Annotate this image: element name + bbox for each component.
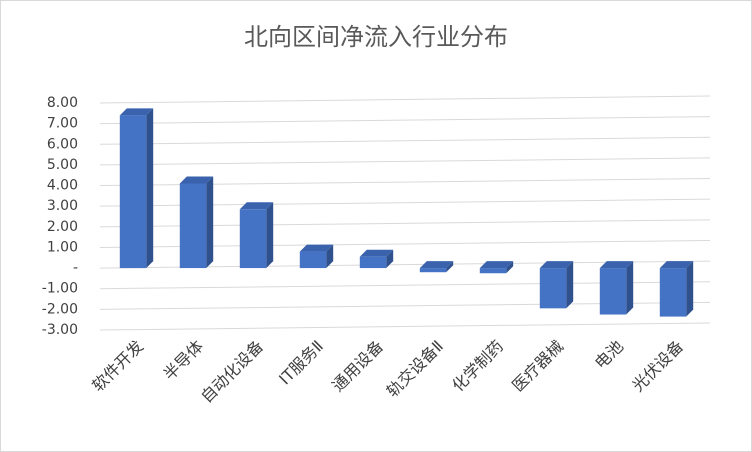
grid-line <box>99 136 711 145</box>
grid-line <box>99 322 711 331</box>
bar-side <box>206 176 214 269</box>
bar <box>119 115 147 269</box>
bar-side <box>326 244 334 269</box>
bar <box>419 268 447 273</box>
y-tick-label: - <box>73 260 78 276</box>
y-tick-label: 6.00 <box>47 136 78 152</box>
y-tick-label: 1.00 <box>47 239 78 255</box>
y-tick-label: 2.00 <box>47 219 78 235</box>
grid-line <box>99 95 711 104</box>
grid-line <box>99 157 711 166</box>
bar <box>599 268 627 315</box>
bar-side <box>626 261 634 315</box>
y-tick-label: -3.00 <box>42 322 78 338</box>
bar-top <box>479 261 514 269</box>
bar <box>539 268 567 309</box>
bar <box>479 268 507 274</box>
bar-top <box>359 249 394 257</box>
bar-side <box>506 261 514 274</box>
grid-line <box>99 116 711 125</box>
bar-side <box>146 108 154 269</box>
bar-side <box>266 202 274 269</box>
y-tick-label: -2.00 <box>42 301 78 317</box>
y-tick-label: 3.00 <box>47 198 78 214</box>
bar <box>359 256 387 269</box>
bar <box>239 209 267 269</box>
y-tick-label: -1.00 <box>42 281 78 297</box>
bar <box>299 251 327 269</box>
bar-side <box>386 249 394 269</box>
y-tick-label: 4.00 <box>47 178 78 194</box>
bar-side <box>566 261 574 309</box>
bar <box>659 268 687 317</box>
bar-top <box>239 202 274 210</box>
bar-top <box>179 176 214 184</box>
bar-top <box>659 261 694 269</box>
bar-top <box>599 261 634 269</box>
y-tick-label: 7.00 <box>47 116 78 132</box>
chart-title: 北向区间净流入行业分布 <box>244 23 508 51</box>
y-tick-label: 5.00 <box>47 157 78 173</box>
bar-top <box>299 244 334 252</box>
bar-top <box>419 261 454 269</box>
bar-side <box>686 261 694 317</box>
bar <box>179 183 207 269</box>
bar-top <box>119 108 154 116</box>
bar-top <box>539 261 574 269</box>
bar-side <box>446 261 454 273</box>
y-tick-label: 8.00 <box>47 95 78 111</box>
